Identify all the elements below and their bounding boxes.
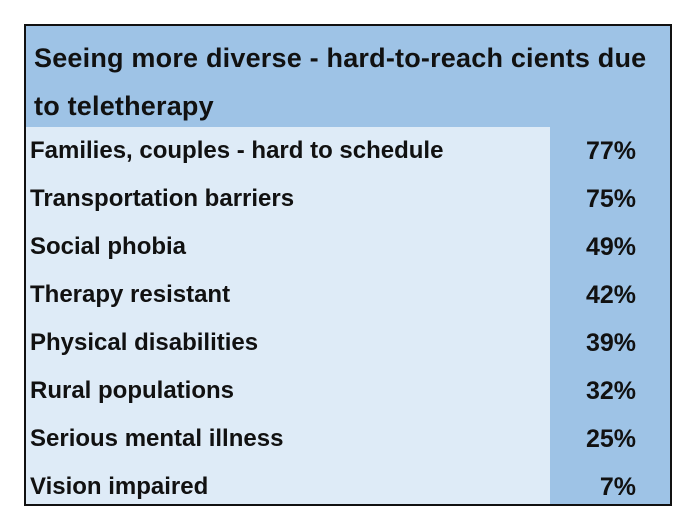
row-value: 42%	[585, 281, 636, 309]
label-column-background	[26, 127, 550, 504]
table-row: Families, couples - hard to schedule 77%	[26, 127, 670, 175]
row-label: Families, couples - hard to schedule	[30, 137, 444, 164]
row-value: 39%	[585, 329, 636, 357]
row-value: 49%	[585, 233, 636, 261]
row-value: 25%	[585, 425, 636, 453]
table-row: Therapy resistant 42%	[26, 271, 670, 319]
row-label: Social phobia	[30, 233, 187, 260]
table-row: Rural populations 32%	[26, 367, 670, 415]
row-label: Transportation barriers	[30, 185, 295, 212]
table-row: Vision impaired 7%	[26, 463, 670, 504]
row-label: Vision impaired	[30, 473, 209, 500]
row-label: Rural populations	[30, 377, 234, 404]
table-row: Physical disabilities 39%	[26, 319, 670, 367]
row-value: 75%	[585, 185, 636, 213]
table-body: Families, couples - hard to schedule 77% T…	[26, 127, 670, 504]
table-row: Serious mental illness 25%	[26, 415, 670, 463]
data-table: Seeing more diverse - hard-to-reach cien…	[24, 24, 672, 506]
row-label: Serious mental illness	[30, 425, 284, 452]
table-row: Transportation barriers 75%	[26, 175, 670, 223]
row-value: 32%	[585, 377, 636, 405]
row-value: 7%	[599, 473, 636, 501]
table-row: Social phobia 49%	[26, 223, 670, 271]
row-label: Physical disabilities	[30, 329, 259, 356]
row-label: Therapy resistant	[30, 281, 231, 308]
table-title: Seeing more diverse - hard-to-reach cien…	[34, 43, 647, 121]
row-value: 77%	[585, 137, 636, 165]
